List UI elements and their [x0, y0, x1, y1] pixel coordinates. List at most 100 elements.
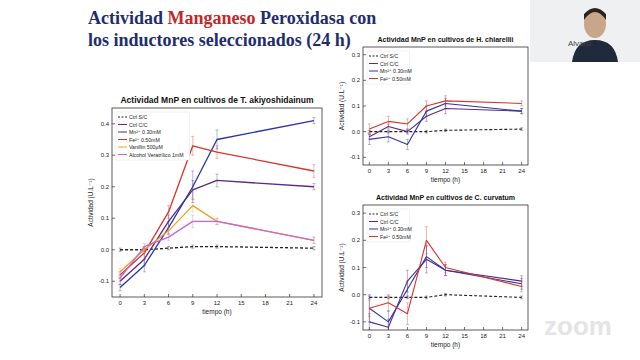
error-bar: [167, 228, 170, 234]
error-bar: [167, 206, 170, 219]
y-tick-label: 0.0: [101, 247, 110, 253]
x-tick-label: 24: [518, 333, 525, 339]
x-tick-label: 18: [262, 300, 269, 306]
x-tick: [192, 294, 193, 297]
title-part: Manganeso: [168, 8, 256, 28]
legend-swatch: [118, 124, 127, 125]
watermark: zoom: [544, 311, 612, 341]
x-tick-label: 15: [461, 168, 468, 174]
x-tick-label: 9: [425, 168, 429, 174]
legend-swatch: [369, 236, 378, 237]
x-tick: [217, 294, 218, 297]
x-tick: [464, 162, 465, 165]
y-tick: [112, 155, 115, 156]
x-tick: [144, 294, 145, 297]
x-tick: [483, 327, 484, 330]
legend-label: Fe²⁺ 0.50mM: [129, 137, 160, 143]
legend-swatch: [369, 78, 378, 79]
y-tick: [363, 131, 366, 132]
error-bar: [119, 248, 122, 251]
plot-frame: [112, 108, 322, 297]
error-bar: [191, 136, 194, 155]
webcam: Alvaro: [530, 0, 640, 62]
error-bar: [406, 139, 409, 149]
series-line: [369, 257, 521, 322]
x-tick: [289, 294, 290, 297]
y-tick-label: 0.2: [352, 237, 361, 243]
error-bar: [406, 119, 409, 129]
x-tick: [464, 327, 465, 330]
title-part: los inductores seleccionados (24 h): [88, 30, 351, 51]
y-tick-label: 0.4: [101, 121, 110, 127]
x-tick: [426, 162, 427, 165]
chart-title: Actividad MnP en cultivos de H. chiarell…: [377, 36, 513, 43]
legend-label: Ctrl S/C: [380, 53, 398, 59]
y-tick: [363, 157, 366, 158]
x-tick: [265, 294, 266, 297]
x-tick-label: 6: [406, 333, 410, 339]
error-bar: [167, 234, 170, 240]
legend: Ctrl S/CCtrl C/CMn²⁺ 0.30mMFe²⁺ 0.50mMVa…: [116, 112, 190, 160]
legend-label: Ctrl C/C: [380, 219, 399, 225]
x-axis-label: tiempo (h): [202, 308, 231, 316]
x-tick: [426, 327, 427, 330]
error-bar: [191, 199, 194, 212]
legend: Ctrl S/CCtrl C/CMn²⁺ 0.30mMFe²⁺ 0.50mM: [367, 51, 412, 84]
legend-label: Mn²⁺ 0.30mM: [380, 68, 412, 74]
error-bar: [119, 284, 122, 290]
y-tick-label: -0.1: [350, 319, 361, 325]
legend-swatch: [369, 221, 378, 222]
error-bar: [216, 146, 219, 159]
title-part: Actividad: [88, 8, 168, 28]
x-tick-label: 0: [368, 168, 372, 174]
y-tick: [112, 249, 115, 250]
y-tick-label: 0.2: [352, 77, 361, 83]
legend-label: Alcohol Veratrílico 1mM: [129, 152, 184, 158]
error-bar: [425, 296, 428, 299]
legend-label: Mn²⁺ 0.30mM: [380, 226, 412, 232]
y-tick: [363, 294, 366, 295]
chart-title: Actividad MnP en cultivos de T. akiyoshi…: [120, 95, 313, 105]
legend-swatch: [118, 117, 127, 118]
x-tick-label: 3: [387, 333, 391, 339]
x-tick: [521, 162, 522, 165]
legend-box: [116, 112, 190, 160]
error-bar: [406, 129, 409, 134]
slide: Actividad Manganeso Peroxidasa conlos in…: [0, 0, 640, 360]
error-bar: [520, 296, 523, 299]
chart: Actividad MnP en cultivos de T. akiyoshi…: [87, 95, 322, 316]
error-bar: [444, 96, 447, 106]
x-tick-label: 21: [499, 168, 506, 174]
y-tick: [363, 213, 366, 214]
slide-title: los inductores seleccionados (24 h): [88, 30, 351, 51]
x-tick: [241, 294, 242, 297]
y-tick-label: 0.1: [101, 215, 110, 221]
webcam-bg: [530, 0, 640, 62]
y-tick-label: -0.1: [350, 154, 361, 160]
error-bar: [425, 101, 428, 111]
error-bar: [191, 245, 194, 248]
title-part: Peroxidasa con: [256, 8, 377, 28]
series-line: [120, 180, 314, 281]
x-axis-label: tiempo (h): [431, 176, 460, 184]
x-tick: [502, 162, 503, 165]
error-bar: [312, 117, 315, 123]
y-tick: [363, 106, 366, 107]
x-tick: [168, 294, 169, 297]
series-line: [369, 129, 521, 132]
error-bar: [167, 247, 170, 250]
y-tick: [363, 80, 366, 81]
speaker-name: Alvaro: [568, 39, 591, 48]
series-line: [369, 103, 521, 144]
legend-label: Ctrl S/C: [380, 211, 398, 217]
x-tick: [407, 162, 408, 165]
x-tick: [521, 327, 522, 330]
legend-swatch: [118, 139, 127, 140]
error-bar: [191, 215, 194, 228]
error-bar: [520, 281, 523, 292]
x-tick-label: 0: [118, 300, 122, 306]
x-tick-label: 6: [406, 168, 410, 174]
x-tick-label: 9: [191, 300, 195, 306]
legend-label: Mn²⁺ 0.30mM: [129, 129, 161, 135]
series-line: [120, 121, 314, 288]
